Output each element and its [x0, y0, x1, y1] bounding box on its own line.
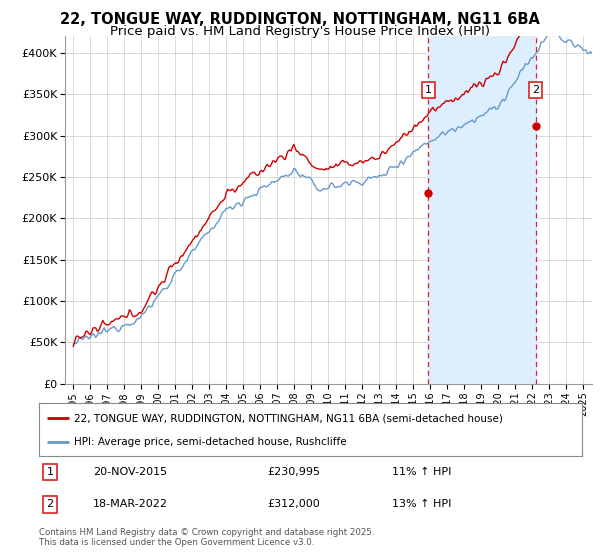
- Text: 2: 2: [532, 85, 539, 95]
- Text: HPI: Average price, semi-detached house, Rushcliffe: HPI: Average price, semi-detached house,…: [74, 436, 347, 446]
- Text: £312,000: £312,000: [267, 500, 320, 509]
- Text: 2: 2: [46, 500, 53, 509]
- Text: 18-MAR-2022: 18-MAR-2022: [94, 500, 168, 509]
- Text: 11% ↑ HPI: 11% ↑ HPI: [392, 467, 451, 477]
- Text: 1: 1: [425, 85, 432, 95]
- Bar: [428, 36, 536, 384]
- Text: £230,995: £230,995: [267, 467, 320, 477]
- Text: Price paid vs. HM Land Registry's House Price Index (HPI): Price paid vs. HM Land Registry's House …: [110, 25, 490, 38]
- Text: 13% ↑ HPI: 13% ↑ HPI: [392, 500, 451, 509]
- Text: 20-NOV-2015: 20-NOV-2015: [94, 467, 167, 477]
- Text: 22, TONGUE WAY, RUDDINGTON, NOTTINGHAM, NG11 6BA: 22, TONGUE WAY, RUDDINGTON, NOTTINGHAM, …: [60, 12, 540, 27]
- Text: 22, TONGUE WAY, RUDDINGTON, NOTTINGHAM, NG11 6BA (semi-detached house): 22, TONGUE WAY, RUDDINGTON, NOTTINGHAM, …: [74, 413, 503, 423]
- Text: Contains HM Land Registry data © Crown copyright and database right 2025.
This d: Contains HM Land Registry data © Crown c…: [39, 528, 374, 548]
- Text: 1: 1: [46, 467, 53, 477]
